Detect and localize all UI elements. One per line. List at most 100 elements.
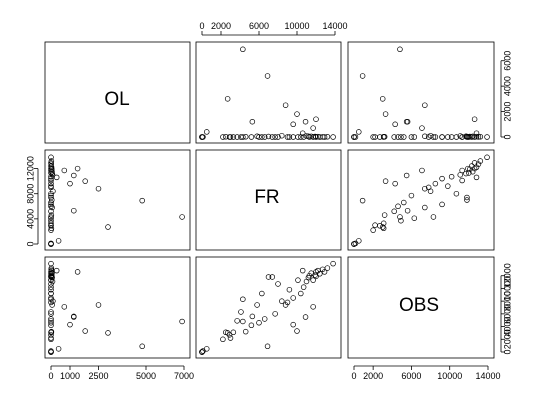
right-axis-obs-tick-label: 10000 <box>502 276 512 301</box>
point-ol-vs-fr-51 <box>264 73 271 79</box>
point-obs-vs-ol-40 <box>48 329 55 336</box>
point-fr-vs-obs-48 <box>422 185 428 192</box>
point-ol-vs-obs-2 <box>351 134 357 140</box>
diag-label-ol: OL <box>104 89 129 110</box>
point-fr-vs-ol-53 <box>55 238 62 244</box>
point-fr-vs-obs-42 <box>471 165 478 172</box>
point-fr-vs-ol-17 <box>48 173 54 180</box>
right-axis-obs-tick-label: 0 <box>502 349 512 354</box>
point-obs-vs-fr-46 <box>299 267 306 274</box>
point-fr-vs-obs-16 <box>457 172 463 178</box>
point-ol-vs-obs-47 <box>382 111 389 117</box>
point-fr-vs-ol-49 <box>105 224 111 230</box>
point-fr-vs-obs-46 <box>473 174 480 181</box>
point-obs-vs-fr-28 <box>261 316 268 322</box>
point-ol-vs-obs-40 <box>380 134 387 140</box>
point-fr-vs-obs-36 <box>398 217 404 224</box>
point-obs-vs-ol-19 <box>48 277 54 283</box>
point-ol-vs-fr-32 <box>248 134 255 140</box>
point-obs-vs-fr-39 <box>226 332 233 338</box>
point-obs-vs-fr-30 <box>256 320 262 326</box>
point-fr-vs-obs-21 <box>445 183 451 189</box>
point-fr-vs-obs-49 <box>379 224 386 230</box>
point-fr-vs-ol-29 <box>48 201 54 208</box>
point-fr-vs-obs-33 <box>381 212 388 218</box>
point-obs-vs-ol-46 <box>53 267 60 274</box>
point-obs-vs-fr-26 <box>269 274 276 280</box>
point-obs-vs-fr-48 <box>282 302 289 308</box>
point-fr-vs-obs-47 <box>382 178 389 184</box>
point-fr-vs-obs-40 <box>380 225 387 232</box>
point-ol-vs-fr-20 <box>290 134 296 140</box>
point-fr-vs-ol-11 <box>49 166 55 172</box>
point-fr-vs-obs-34 <box>430 214 437 220</box>
point-obs-vs-fr-18 <box>298 290 304 297</box>
point-fr-vs-ol-51 <box>139 197 145 204</box>
point-obs-vs-ol-17 <box>48 284 54 290</box>
point-ol-vs-fr-52 <box>240 46 246 53</box>
point-ol-vs-fr-21 <box>286 134 293 140</box>
point-obs-vs-fr-41 <box>220 336 226 343</box>
point-fr-vs-obs-25 <box>408 192 415 199</box>
panel-frame-ol-ol <box>44 41 191 144</box>
point-fr-vs-ol-44 <box>67 180 73 187</box>
point-obs-vs-fr-19 <box>295 277 301 283</box>
point-ol-vs-obs-48 <box>422 102 428 108</box>
point-fr-vs-obs-43 <box>403 172 410 179</box>
point-fr-vs-obs-4 <box>484 154 490 161</box>
point-ol-vs-obs-9 <box>473 133 480 140</box>
point-ol-vs-obs-29 <box>439 134 445 140</box>
point-fr-vs-obs-41 <box>370 227 376 233</box>
point-fr-vs-obs-18 <box>439 175 445 182</box>
point-fr-vs-obs-20 <box>432 180 439 187</box>
point-obs-vs-fr-36 <box>234 318 240 324</box>
top-axis-fr-tick-label: 10000 <box>284 21 309 31</box>
point-obs-vs-ol-29 <box>48 290 54 297</box>
point-fr-vs-ol-20 <box>48 180 54 187</box>
point-fr-vs-obs-29 <box>439 201 445 208</box>
point-fr-vs-obs-5 <box>477 158 484 164</box>
point-fr-vs-ol-40 <box>48 225 55 232</box>
point-ol-vs-fr-48 <box>282 102 289 108</box>
point-obs-vs-ol-53 <box>55 346 62 352</box>
point-ol-vs-fr-3 <box>200 134 206 140</box>
panel-frame-fr-fr <box>195 149 342 251</box>
bottom-axis-obs-tick-label: 10000 <box>437 371 462 381</box>
point-obs-vs-ol-35 <box>48 309 54 315</box>
point-fr-vs-ol-3 <box>48 240 54 247</box>
right-axis-obs-tick-label: 4000 <box>502 317 512 337</box>
point-fr-vs-obs-51 <box>359 197 366 204</box>
point-fr-vs-ol-33 <box>48 212 55 218</box>
point-ol-vs-fr-53 <box>204 129 210 135</box>
point-ol-vs-obs-52 <box>397 46 403 53</box>
point-fr-vs-ol-19 <box>48 177 54 184</box>
point-ol-vs-fr-23 <box>279 132 285 139</box>
point-fr-vs-ol-31 <box>49 204 55 211</box>
point-obs-vs-fr-42 <box>313 269 319 275</box>
top-axis-fr-tick-label: 14000 <box>322 21 347 31</box>
bottom-axis-ol-tick-label: 1000 <box>60 371 80 381</box>
bottom-axis-obs-tick-label: 14000 <box>475 371 500 381</box>
point-ol-vs-obs-30 <box>395 134 401 140</box>
point-fr-vs-obs-24 <box>453 190 460 197</box>
point-ol-vs-fr-46 <box>299 130 306 136</box>
point-obs-vs-fr-52 <box>240 318 246 325</box>
point-obs-vs-ol-31 <box>49 302 55 308</box>
point-ol-vs-obs-23 <box>427 132 434 139</box>
point-ol-vs-fr-49 <box>224 96 231 102</box>
point-obs-vs-ol-23 <box>50 298 56 304</box>
point-obs-vs-fr-32 <box>248 322 255 329</box>
point-obs-vs-ol-32 <box>48 322 54 329</box>
point-fr-vs-obs-17 <box>448 173 455 180</box>
panel-frame-obs-obs <box>347 256 495 359</box>
point-fr-vs-obs-6 <box>471 160 478 166</box>
left-axis-fr-tick-label: 8000 <box>25 184 35 204</box>
point-ol-vs-obs-39 <box>377 134 383 140</box>
point-fr-vs-ol-41 <box>48 227 54 233</box>
point-fr-vs-obs-19 <box>459 177 465 184</box>
point-fr-vs-obs-13 <box>469 168 476 175</box>
point-obs-vs-ol-34 <box>48 296 54 302</box>
point-obs-vs-fr-35 <box>238 309 244 315</box>
point-ol-vs-fr-28 <box>261 134 268 140</box>
point-fr-vs-obs-39 <box>377 223 383 229</box>
